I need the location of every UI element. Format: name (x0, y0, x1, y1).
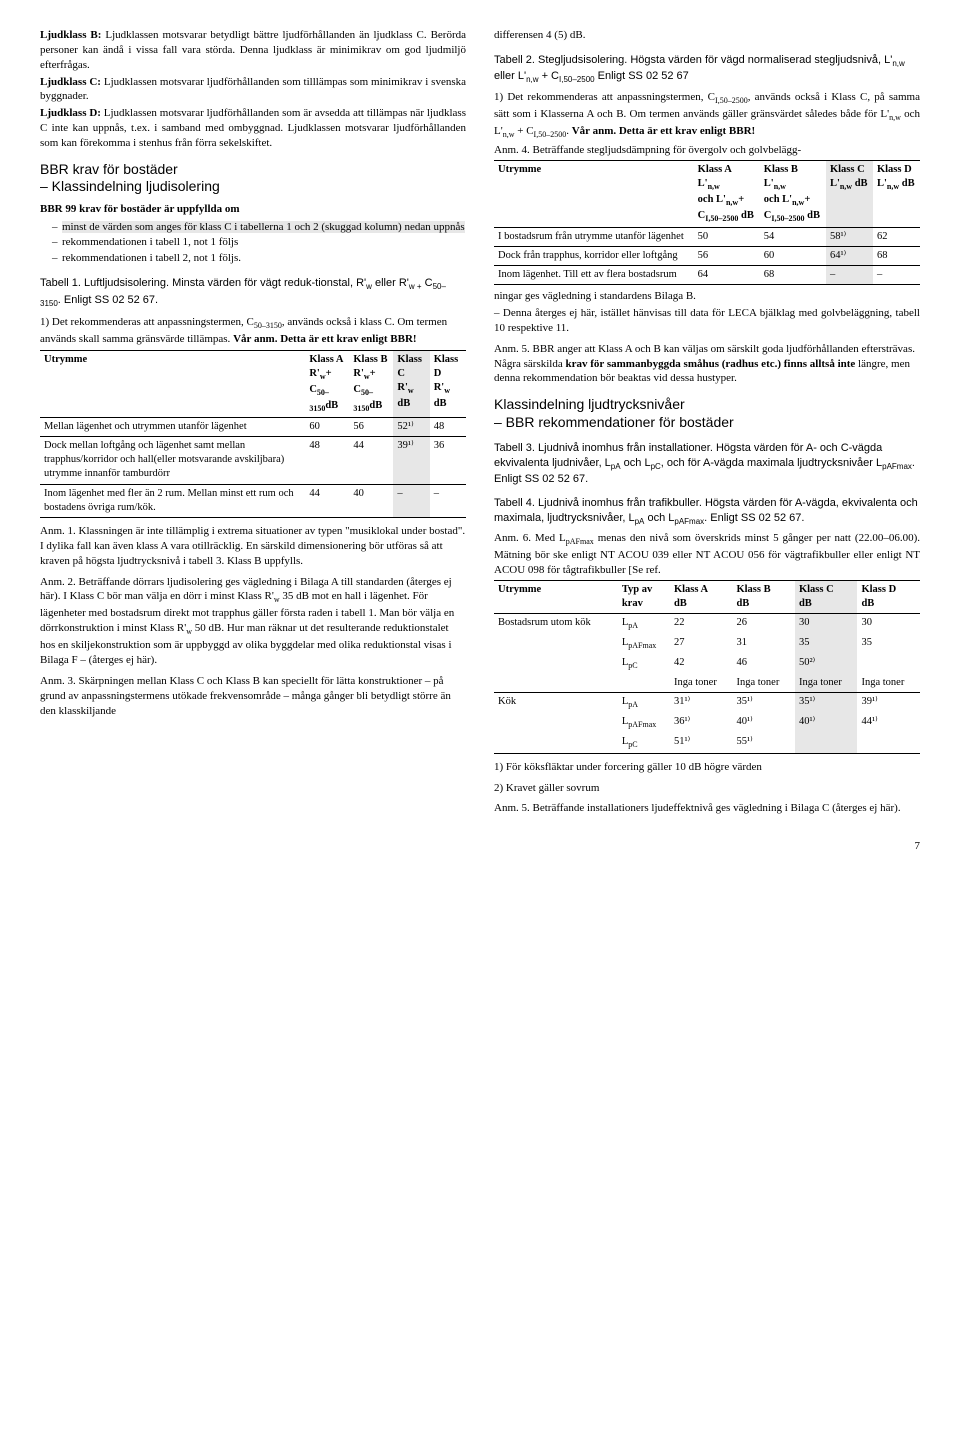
differensen: differensen 4 (5) dB. (494, 28, 920, 43)
right-column: differensen 4 (5) dB. Tabell 2. Stegljud… (494, 28, 920, 819)
t1h-d: Klass DR'wdB (430, 351, 466, 418)
t3-r5: KökLpA31¹⁾35¹⁾35¹⁾39¹⁾ (494, 693, 920, 713)
ljudklass-c: Ljudklass C: Ljudklassen motsvarar ljudf… (40, 75, 466, 105)
table4-caption: Tabell 4. Ljudnivå inomhus från trafikbu… (494, 496, 920, 527)
anm3: Anm. 3. Skärpningen mellan Klass C och K… (40, 674, 466, 719)
ljudklass-b-text: Ljudklassen motsvarar betydligt bättre l… (40, 29, 466, 71)
table1: Utrymme Klass AR'w+C50–3150dB Klass BR'w… (40, 350, 466, 518)
ljudklass-b: Ljudklass B: Ljudklassen motsvarar betyd… (40, 28, 466, 73)
bbr99-list: minst de värden som anges för klass C i … (40, 220, 466, 267)
ljudklass-c-text: Ljudklassen motsvarar ljudförhållanden s… (40, 76, 466, 103)
bbr99-item-1: minst de värden som anges för klass C i … (52, 220, 466, 235)
bbr99-item-3: rekommendationen i tabell 2, not 1 följs… (52, 251, 466, 266)
table2: Utrymme Klass AL'n,woch L'n,w+CI,50–2500… (494, 160, 920, 285)
t1-row2: Dock mellan loftgång och lägenhet samt m… (40, 437, 466, 485)
t3-r6: LpAFmax36¹⁾40¹⁾40¹⁾44¹⁾ (494, 713, 920, 733)
table2-head: Utrymme Klass AL'n,woch L'n,w+CI,50–2500… (494, 160, 920, 227)
t1h-b: Klass BR'w+C50–3150dB (349, 351, 393, 418)
t1-row3: Inom lägenhet med fler än 2 rum. Mellan … (40, 484, 466, 517)
t1h-c: Klass CR'wdB (393, 351, 429, 418)
table1-head-row: Utrymme Klass AR'w+C50–3150dB Klass BR'w… (40, 351, 466, 418)
table2-caption: Tabell 2. Stegljudsisolering. Högsta vär… (494, 53, 920, 86)
t3-r3: LpC424650²⁾ (494, 654, 920, 674)
table1-caption: Tabell 1. Luftljudsisolering. Minsta vär… (40, 276, 466, 309)
page-columns: Ljudklass B: Ljudklassen motsvarar betyd… (40, 28, 920, 819)
t2-row2: Dock från trapphus, korridor eller loftg… (494, 246, 920, 265)
bbr99-box: BBR 99 krav för bostäder är uppfyllda om… (40, 202, 466, 266)
table1-note1: 1) Det rekommenderas att anpassningsterm… (40, 315, 466, 347)
left-column: Ljudklass B: Ljudklassen motsvarar betyd… (40, 28, 466, 819)
bbr99-item-2: rekommendationen i tabell 1, not 1 följs (52, 235, 466, 250)
bbr99-title: BBR 99 krav för bostäder är uppfyllda om (40, 202, 466, 217)
t3-r2: LpAFmax27313535 (494, 634, 920, 654)
section-klassindelning: Klassindelning ljudtrycksnivåer– BBR rek… (494, 396, 920, 431)
table2-anm4: Anm. 4. Beträffande stegljudsdämpning fö… (494, 143, 920, 158)
t3-r1: Bostadsrum utom kökLpA22263030 (494, 614, 920, 634)
t3-r4: Inga tonerInga tonerInga tonerInga toner (494, 674, 920, 693)
ljudklass-d: Ljudklass D: Ljudklassen motsvarar ljudf… (40, 106, 466, 151)
anm1: Anm. 1. Klassningen är inte tillämplig i… (40, 524, 466, 569)
t3-anm5: Anm. 5. Beträffande installationers ljud… (494, 801, 920, 816)
t1h-utrymme: Utrymme (40, 351, 305, 418)
t3-foot2: 2) Kravet gäller sovrum (494, 781, 920, 796)
t1-row1: Mellan lägenhet och utrymmen utanför läg… (40, 417, 466, 436)
post-t2-a: ningar ges vägledning i standardens Bila… (494, 289, 920, 304)
t2-row3: Inom lägenhet. Till ett av flera bostads… (494, 265, 920, 284)
table3-head: Utrymme Typ avkrav Klass AdB Klass BdB K… (494, 580, 920, 613)
anm6: Anm. 6. Med LpAFmax menas den nivå som ö… (494, 531, 920, 578)
t3-foot1: 1) För köksfläktar under forcering gälle… (494, 760, 920, 775)
t1h-a: Klass AR'w+C50–3150dB (305, 351, 349, 418)
t3-r7: LpC51¹⁾55¹⁾ (494, 733, 920, 753)
ljudklass-d-text: Ljudklassen motsvarar ljudförhållanden s… (40, 107, 466, 149)
t2-row1: I bostadsrum från utrymme utanför lägenh… (494, 227, 920, 246)
anm5: Anm. 5. BBR anger att Klass A och B kan … (494, 342, 920, 387)
page-number: 7 (40, 839, 920, 854)
table3-caption: Tabell 3. Ljudnivå inomhus från installa… (494, 441, 920, 486)
anm2: Anm. 2. Beträffande dörrars ljudisolerin… (40, 575, 466, 668)
section-bbr-krav: BBR krav för bostäder– Klassindelning lj… (40, 161, 466, 196)
table2-note1: 1) Det rekommenderas att anpassningsterm… (494, 90, 920, 141)
table3: Utrymme Typ avkrav Klass AdB Klass BdB K… (494, 580, 920, 754)
post-t2-b: – Denna återges ej här, istället hänvisa… (494, 306, 920, 336)
